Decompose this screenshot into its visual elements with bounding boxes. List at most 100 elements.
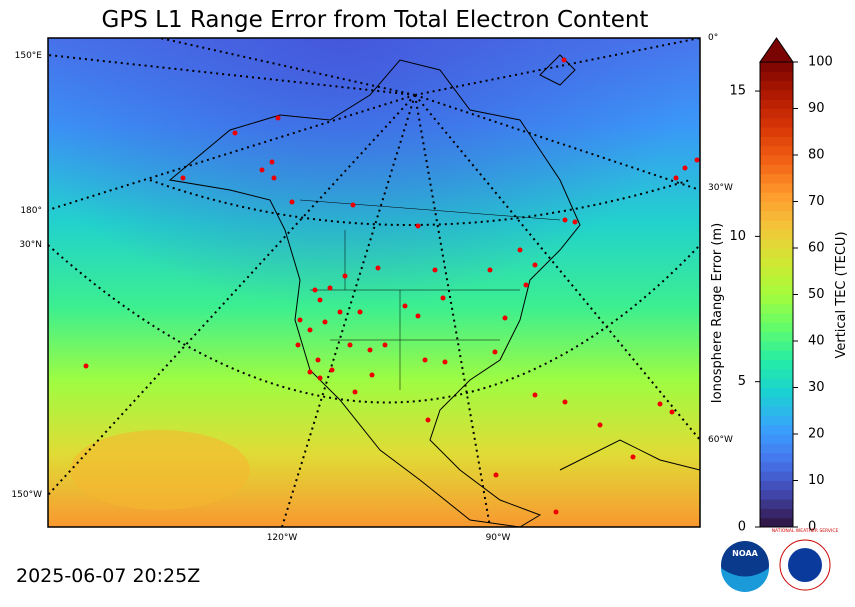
colorbar-band [760,378,793,388]
station [415,313,421,319]
station [352,389,358,395]
station [382,342,388,348]
station [440,295,446,301]
colorbar-band [760,406,793,416]
station [259,167,265,173]
map [48,38,700,527]
graticule-label: 150°W [11,490,42,500]
colorbar-band [760,229,793,240]
coastline [168,59,581,527]
station [669,409,675,415]
title: GPS L1 Range Error from Total Electron C… [102,7,649,33]
range-tick-label: 5 [738,374,746,389]
colorbar-band [760,443,793,454]
colorbar-band [760,275,793,286]
colorbar-band [760,303,793,314]
colorbar-band [760,499,793,509]
station [493,472,499,478]
map-frame [47,37,701,528]
colorbar-band [760,145,793,156]
noaa-text: NOAA [732,549,758,558]
station [492,349,498,355]
station [562,217,568,223]
colorbar-band [760,341,793,351]
colorbar-band [760,164,793,175]
station [271,175,277,181]
tec-tick-label: 20 [808,427,825,442]
station [317,297,323,303]
station [232,130,238,136]
station [375,265,381,271]
borders [299,199,561,390]
station [415,223,421,229]
tec-tick-label: 90 [808,101,825,116]
station [561,57,567,63]
colorbar-band [760,210,793,221]
colorbar-band [760,489,793,500]
colorbar-band [760,415,793,426]
colorbar-band [760,192,793,202]
station [327,285,333,291]
colorbar-band [760,136,793,147]
station [180,175,186,181]
station [682,165,688,171]
station [307,369,313,375]
station [553,509,559,515]
station [269,159,275,165]
station [312,287,318,293]
range-tick-label: 15 [729,84,746,99]
colorbar-band [760,62,793,72]
colorbar-band [760,396,793,407]
station [83,363,89,369]
station [322,319,328,325]
station [432,267,438,273]
tec-tick-label: 60 [808,241,825,256]
greenland [539,54,576,86]
station [367,347,373,353]
station [562,399,568,405]
station [347,342,353,348]
station [295,342,301,348]
tec-tick-label: 70 [808,194,825,209]
station [289,199,295,205]
station [532,262,538,268]
station [402,303,408,309]
range-tick-label: 0 [738,520,746,535]
tec-axis-label: Vertical TEC (TECU) [834,231,849,358]
tec-tick-label: 100 [808,55,833,70]
colorbar-band [760,155,793,165]
colorbar-band [760,71,793,82]
station [337,309,343,315]
station [487,267,493,273]
colorbar-band [760,182,793,193]
tec-tick-label: 30 [808,380,825,395]
graticule-label: 0° [708,33,718,43]
station [350,202,356,208]
colorbar-band [760,220,793,230]
graticule-label: 30°N [19,240,42,250]
tec-tick-label: 80 [808,148,825,163]
colorbar-band [760,434,793,444]
colorbar-band [760,517,793,528]
station [357,309,363,315]
graticule-label: 60°W [708,435,733,445]
station [297,317,303,323]
graticule [48,38,700,527]
station [630,454,636,460]
colorbar-band [760,350,793,361]
station [317,375,323,381]
station [315,357,321,363]
station [425,417,431,423]
colorbar-band [760,313,793,323]
station [673,175,679,181]
tec-tick-label: 0 [808,520,816,535]
station [307,327,313,333]
station [502,315,508,321]
station [329,367,335,373]
colorbar-band [760,461,793,472]
colorbar-band [760,387,793,398]
station [694,157,700,163]
colorbar-band [760,294,793,305]
colorbar-band [760,285,793,295]
